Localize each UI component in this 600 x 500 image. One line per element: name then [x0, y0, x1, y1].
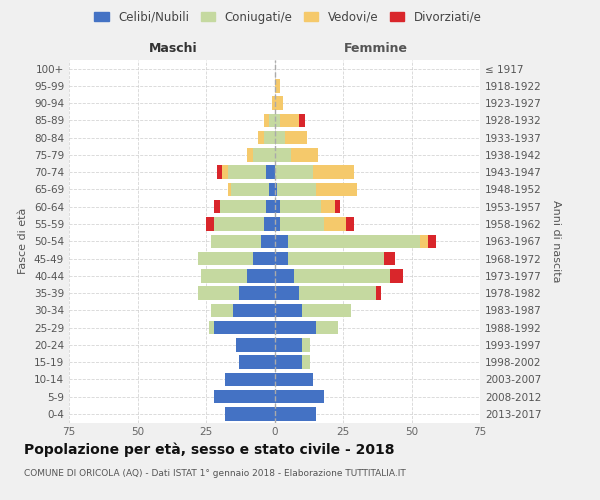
Bar: [230, 182, 269, 196]
Bar: [211, 234, 261, 248]
Bar: [275, 390, 324, 404]
Bar: [275, 356, 302, 369]
Bar: [225, 372, 275, 386]
Bar: [223, 166, 228, 179]
Bar: [275, 148, 291, 162]
Bar: [211, 304, 233, 317]
Bar: [275, 304, 302, 317]
Bar: [275, 372, 313, 386]
Bar: [247, 148, 253, 162]
Bar: [263, 218, 275, 230]
Bar: [335, 200, 340, 213]
Bar: [228, 182, 230, 196]
Bar: [217, 166, 223, 179]
Text: COMUNE DI ORICOLA (AQ) - Dati ISTAT 1° gennaio 2018 - Elaborazione TUTTITALIA.IT: COMUNE DI ORICOLA (AQ) - Dati ISTAT 1° g…: [24, 468, 406, 477]
Text: Popolazione per età, sesso e stato civile - 2018: Popolazione per età, sesso e stato civil…: [24, 442, 395, 457]
Bar: [200, 269, 247, 282]
Bar: [293, 269, 389, 282]
Bar: [266, 200, 275, 213]
Bar: [275, 407, 316, 420]
Bar: [321, 200, 335, 213]
Bar: [299, 286, 376, 300]
Bar: [236, 338, 275, 351]
Bar: [275, 182, 277, 196]
Bar: [277, 182, 316, 196]
Bar: [275, 269, 293, 282]
Bar: [428, 234, 436, 248]
Bar: [239, 356, 275, 369]
Bar: [313, 166, 354, 179]
Y-axis label: Anni di nascita: Anni di nascita: [551, 200, 561, 282]
Bar: [206, 218, 214, 230]
Bar: [299, 114, 305, 127]
Text: Maschi: Maschi: [149, 42, 197, 55]
Bar: [266, 166, 275, 179]
Legend: Celibi/Nubili, Coniugati/e, Vedovi/e, Divorziati/e: Celibi/Nubili, Coniugati/e, Vedovi/e, Di…: [89, 6, 487, 28]
Bar: [275, 321, 316, 334]
Y-axis label: Fasce di età: Fasce di età: [19, 208, 28, 274]
Bar: [198, 286, 239, 300]
Bar: [275, 131, 286, 144]
Bar: [269, 114, 275, 127]
Bar: [324, 218, 346, 230]
Bar: [302, 356, 310, 369]
Bar: [220, 200, 266, 213]
Bar: [280, 200, 321, 213]
Bar: [275, 114, 280, 127]
Bar: [261, 234, 275, 248]
Bar: [275, 252, 288, 265]
Bar: [275, 286, 299, 300]
Bar: [275, 200, 280, 213]
Text: Femmine: Femmine: [344, 42, 408, 55]
Bar: [389, 269, 403, 282]
Bar: [233, 304, 275, 317]
Bar: [214, 390, 275, 404]
Bar: [302, 304, 351, 317]
Bar: [275, 234, 288, 248]
Bar: [198, 252, 253, 265]
Bar: [346, 218, 354, 230]
Bar: [209, 321, 214, 334]
Bar: [376, 286, 382, 300]
Bar: [272, 96, 275, 110]
Bar: [280, 114, 299, 127]
Bar: [302, 338, 310, 351]
Bar: [286, 131, 307, 144]
Bar: [214, 321, 275, 334]
Bar: [253, 148, 275, 162]
Bar: [291, 148, 319, 162]
Bar: [239, 286, 275, 300]
Bar: [225, 407, 275, 420]
Bar: [258, 131, 263, 144]
Bar: [275, 96, 283, 110]
Bar: [275, 79, 280, 92]
Bar: [214, 218, 263, 230]
Bar: [275, 218, 280, 230]
Bar: [288, 252, 384, 265]
Bar: [263, 114, 269, 127]
Bar: [316, 321, 338, 334]
Bar: [384, 252, 395, 265]
Bar: [316, 182, 357, 196]
Bar: [275, 338, 302, 351]
Bar: [280, 218, 324, 230]
Bar: [269, 182, 275, 196]
Bar: [247, 269, 275, 282]
Bar: [275, 166, 313, 179]
Bar: [228, 166, 266, 179]
Bar: [253, 252, 275, 265]
Bar: [263, 131, 275, 144]
Bar: [214, 200, 220, 213]
Bar: [420, 234, 428, 248]
Bar: [288, 234, 420, 248]
